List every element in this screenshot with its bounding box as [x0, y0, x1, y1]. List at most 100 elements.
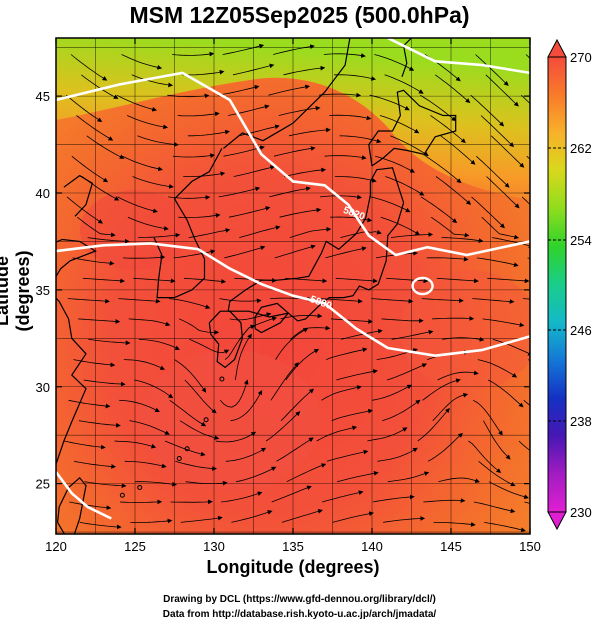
streamline [123, 254, 166, 260]
streamline [63, 440, 106, 450]
streamline [183, 277, 227, 284]
streamline [71, 155, 109, 183]
streamline [477, 359, 518, 378]
streamline [375, 155, 416, 173]
streamline [220, 379, 249, 408]
streamline [371, 384, 413, 401]
streamline [189, 338, 230, 354]
streamline [426, 256, 469, 262]
streamline [473, 501, 516, 514]
x-tick-label: 135 [282, 539, 304, 554]
streamline [470, 94, 505, 127]
x-tick-label: 130 [203, 539, 225, 554]
streamline [280, 313, 323, 320]
streamline [231, 510, 273, 523]
streamline [114, 440, 157, 449]
streamline [472, 399, 503, 436]
streamline [274, 244, 316, 259]
streamline [331, 408, 373, 422]
streamline [127, 216, 169, 231]
streamline [332, 511, 374, 523]
streamline [70, 54, 108, 81]
streamline [173, 249, 216, 259]
streamline [440, 135, 476, 165]
streamline [270, 362, 299, 401]
streamline [168, 298, 211, 310]
streamline [325, 246, 367, 259]
streamline [273, 146, 316, 157]
contour-line [56, 471, 112, 520]
streamline [438, 477, 480, 483]
streamline [175, 460, 217, 471]
streamline [281, 509, 323, 523]
streamline [430, 216, 470, 238]
streamline [132, 176, 174, 189]
streamline [387, 471, 430, 483]
streamline [384, 74, 424, 94]
colorbar-tick-label: 230 [570, 505, 592, 520]
streamline [117, 196, 158, 214]
streamline [425, 155, 462, 184]
coastline [401, 38, 412, 77]
streamline [239, 225, 281, 238]
streamline [284, 167, 327, 177]
streamline [480, 115, 515, 148]
streamline [118, 298, 161, 304]
streamline [336, 369, 378, 381]
x-tick-label: 140 [361, 539, 383, 554]
streamline [138, 338, 180, 350]
contour-line [387, 38, 530, 75]
streamline [78, 420, 121, 428]
streamline [87, 237, 130, 244]
streamline [488, 481, 529, 500]
streamline [217, 84, 260, 96]
streamline [482, 318, 525, 328]
streamline [321, 385, 362, 401]
colorbar-bottom-arrow [547, 511, 567, 531]
streamline [84, 481, 127, 489]
coastline [63, 174, 94, 217]
streamline [485, 74, 519, 107]
y-tick-label: 30 [36, 380, 50, 395]
streamline [326, 449, 369, 462]
streamline [340, 229, 382, 238]
streamline [487, 379, 524, 408]
colorbar: 270 262 254 246 238 230 [547, 38, 592, 531]
streamline [72, 257, 115, 266]
streamline [432, 392, 469, 421]
credit-data-source: Data from http://database.rish.kyoto-u.a… [162, 609, 437, 620]
streamline [437, 370, 479, 381]
streamline [367, 427, 408, 442]
streamline [337, 470, 379, 483]
streamline [188, 228, 231, 238]
streamline [83, 379, 126, 387]
colorbar-bar [547, 56, 567, 513]
streamline [67, 298, 110, 304]
streamline [491, 135, 525, 168]
coastline [208, 310, 244, 369]
streamline [73, 359, 116, 368]
streamline [134, 379, 174, 399]
streamline [219, 298, 262, 304]
streamline [68, 399, 111, 409]
streamline [477, 257, 519, 267]
streamline [478, 460, 516, 487]
island [119, 492, 125, 498]
streamline [234, 333, 252, 381]
streamline [236, 466, 277, 483]
streamline [138, 232, 181, 238]
streamline [88, 338, 131, 346]
streamline [329, 114, 372, 121]
streamline [441, 237, 484, 243]
coastline [153, 148, 223, 299]
streamline [427, 432, 463, 462]
streamline [123, 359, 165, 370]
streamline [380, 216, 421, 236]
streamline [232, 63, 275, 76]
streamline [77, 216, 116, 238]
streamline [487, 277, 530, 284]
streamline [486, 176, 520, 209]
streamline [69, 501, 112, 511]
y-tick-label: 45 [36, 89, 50, 104]
streamline [316, 425, 358, 442]
